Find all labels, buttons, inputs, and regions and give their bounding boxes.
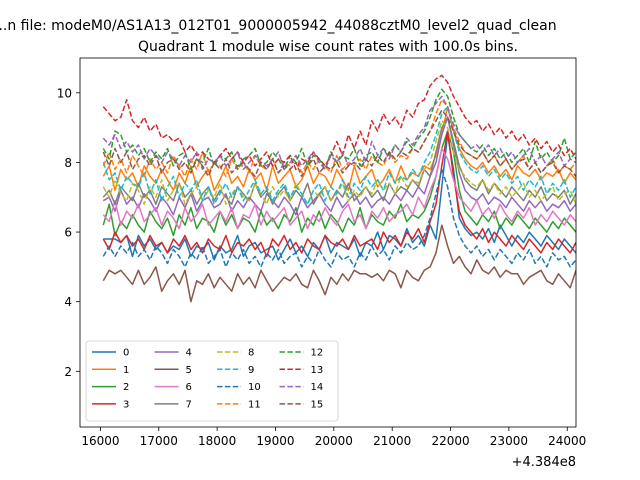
legend-label-13: 13 <box>311 365 324 376</box>
chart-title: Quadrant 1 module wise count rates with … <box>138 39 518 55</box>
series-line-2 <box>102 130 576 237</box>
x-tick-label: 17000 <box>140 434 178 448</box>
series-layer <box>102 74 576 303</box>
y-tick-label: 2 <box>64 365 72 379</box>
y-tick-label: 6 <box>64 226 72 240</box>
series-line-1 <box>102 105 576 192</box>
x-tick-label: 18000 <box>198 434 236 448</box>
legend-label-11: 11 <box>248 399 261 410</box>
legend-label-7: 7 <box>186 399 192 410</box>
legend-label-9: 9 <box>248 365 254 376</box>
series-line-0 <box>103 133 576 261</box>
series-line-6 <box>102 147 576 230</box>
series-line-13 <box>102 74 576 171</box>
legend-label-2: 2 <box>123 382 129 393</box>
series-line-9 <box>102 105 576 205</box>
x-offset-label: +4.384e8 <box>512 455 576 470</box>
legend-label-3: 3 <box>123 399 129 410</box>
x-axis: 16000 17000 18000 19000 20000 21000 22000 23000… <box>81 427 586 448</box>
legend-label-12: 12 <box>311 348 324 359</box>
legend-label-8: 8 <box>248 348 254 359</box>
y-tick-label: 10 <box>57 86 72 100</box>
y-tick-label: 8 <box>64 156 72 170</box>
series-line-10 <box>102 168 576 268</box>
y-tick-label: 4 <box>64 295 72 309</box>
y-axis: 2 4 6 8 10 <box>57 86 80 379</box>
series-line-7 <box>102 116 576 205</box>
legend-label-6: 6 <box>186 382 192 393</box>
x-tick-label: 23000 <box>490 434 528 448</box>
legend-label-4: 4 <box>186 348 192 359</box>
series-line-14 <box>102 95 576 171</box>
x-tick-label: 16000 <box>81 434 119 448</box>
x-tick-label: 19000 <box>256 434 294 448</box>
x-tick-label: 24000 <box>548 434 586 448</box>
series-line-15 <box>102 109 576 178</box>
legend-label-15: 15 <box>311 399 324 410</box>
figure-suptitle: ...n file: modeM0/AS1A13_012T01_90000059… <box>0 18 557 34</box>
x-tick-label: 20000 <box>315 434 353 448</box>
x-tick-label: 22000 <box>431 434 469 448</box>
plot-frame <box>79 57 577 428</box>
legend-label-5: 5 <box>186 365 192 376</box>
legend-box <box>85 340 339 422</box>
series-line-3 <box>102 130 576 258</box>
x-tick-label: 21000 <box>373 434 411 448</box>
series-line-5 <box>102 224 576 303</box>
legend-label-10: 10 <box>248 382 261 393</box>
series-line-12 <box>102 88 576 171</box>
legend-label-14: 14 <box>311 382 324 393</box>
legend-label-0: 0 <box>123 348 129 359</box>
series-line-8 <box>102 119 576 205</box>
legend-label-1: 1 <box>123 365 129 376</box>
